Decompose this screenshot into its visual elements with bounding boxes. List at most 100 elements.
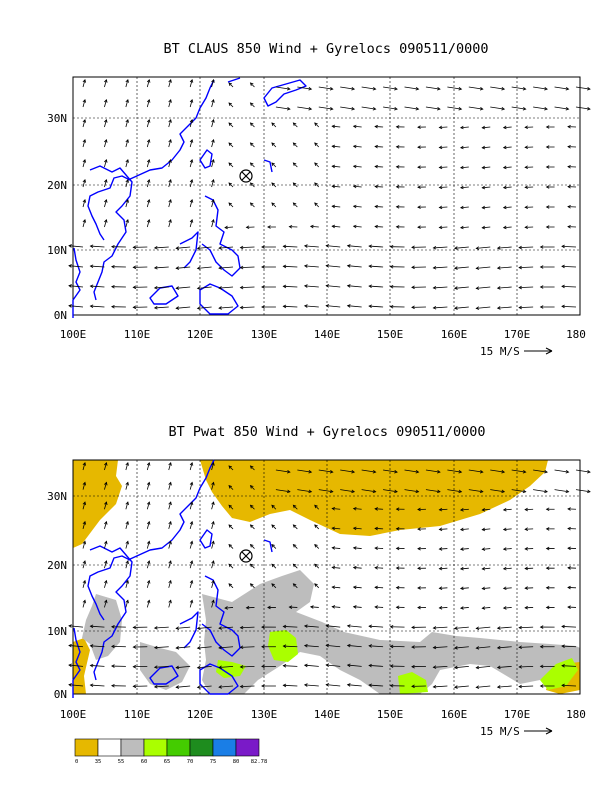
wind-vector: [433, 686, 447, 687]
wind-vector: [283, 666, 297, 667]
wind-vector: [283, 266, 297, 267]
wind-vector: [433, 247, 447, 248]
lat-label-30n: 30N: [47, 490, 67, 503]
reference-vector-label: 15 M/S: [480, 345, 520, 358]
lat-label-0n: 0N: [54, 309, 67, 322]
wind-vector: [562, 626, 576, 627]
wind-vector: [283, 685, 297, 686]
reference-vector-label: 15 M/S: [480, 725, 520, 738]
lon-label-180: 180: [566, 708, 586, 721]
wind-vector: [433, 627, 447, 628]
lon-label-150e: 150E: [377, 708, 404, 721]
lat-labels: 30N 20N 10N 0N: [47, 490, 67, 701]
lon-label-150e: 150E: [377, 328, 404, 341]
wind-vector: [90, 266, 104, 267]
colorbar-label: 80: [233, 759, 240, 765]
wind-vector: [369, 626, 383, 627]
colorbar-label: 82.78: [251, 759, 268, 765]
wind-vector: [240, 287, 254, 288]
lon-label-160e: 160E: [441, 708, 468, 721]
lon-label-120e: 120E: [187, 708, 214, 721]
wind-vector: [155, 627, 169, 628]
lon-label-100e: 100E: [60, 708, 87, 721]
colorbar-swatch: [236, 739, 259, 756]
wind-vector: [240, 247, 254, 248]
lon-label-120e: 120E: [187, 328, 214, 341]
panel-claus-svg: BT CLAUS 850 Wind + Gyrelocs 090511/0000: [0, 0, 612, 380]
colorbar-swatch: [213, 739, 236, 756]
lon-labels: 100E 110E 120E 130E 140E 150E 160E 170E …: [60, 708, 586, 721]
wind-vector: [562, 306, 576, 307]
panel-title: BT Pwat 850 Wind + Gyrelocs 090511/0000: [169, 424, 486, 440]
colorbar-label: 75: [210, 759, 217, 765]
panel-pwat: BT Pwat 850 Wind + Gyrelocs 090511/0000: [0, 380, 612, 792]
wind-vector: [369, 306, 383, 307]
colorbar-swatch: [121, 739, 144, 756]
colorbar-label: 55: [118, 759, 125, 765]
wind-vector: [90, 246, 104, 247]
wind-vector: [155, 267, 169, 268]
lon-labels: 100E 110E 120E 130E 140E 150E 160E 170E …: [60, 328, 586, 341]
coastlines: [73, 78, 306, 318]
wind-vector: [369, 246, 383, 247]
pwat-dry-region-west: [73, 460, 122, 548]
wind-vector: [519, 247, 533, 248]
wind-vector: [90, 665, 104, 666]
wind-vector: [283, 306, 297, 307]
gyre-location-marker: [240, 170, 252, 182]
wind-vectors: [69, 80, 590, 310]
wind-vector: [519, 627, 533, 628]
colorbar-swatch: [167, 739, 190, 756]
colorbar-label: 60: [141, 759, 148, 765]
lat-label-10n: 10N: [47, 244, 67, 257]
wind-vector: [90, 286, 104, 287]
reference-vector: 15 M/S: [480, 725, 552, 738]
gyre-location-marker: [240, 550, 252, 562]
wind-vector: [433, 267, 447, 268]
wind-vector: [433, 287, 447, 288]
wind-vector: [562, 266, 576, 267]
pwat-shading: [73, 460, 580, 694]
wind-vector: [369, 286, 383, 287]
lon-label-130e: 130E: [251, 328, 278, 341]
wind-vector: [90, 685, 104, 686]
lon-label-130e: 130E: [251, 708, 278, 721]
wind-vector: [519, 307, 533, 308]
lon-label-140e: 140E: [314, 328, 341, 341]
map-frame: [73, 77, 580, 315]
wind-vector: [155, 307, 169, 308]
wind-vector: [90, 306, 104, 307]
lon-label-110e: 110E: [124, 708, 151, 721]
lat-label-20n: 20N: [47, 559, 67, 572]
panel-title: BT CLAUS 850 Wind + Gyrelocs 090511/0000: [163, 41, 488, 57]
colorbar-swatch: [98, 739, 121, 756]
lat-label-30n: 30N: [47, 112, 67, 125]
reference-vector: 15 M/S: [480, 345, 552, 358]
colorbar-swatch: [144, 739, 167, 756]
wind-vector: [240, 307, 254, 308]
colorbar-label: 70: [187, 759, 194, 765]
lon-label-170e: 170E: [504, 708, 531, 721]
wind-vector: [283, 246, 297, 247]
pwat-moist-region-central: [202, 570, 580, 694]
wind-vector: [562, 246, 576, 247]
lon-label-160e: 160E: [441, 328, 468, 341]
wind-vector: [519, 287, 533, 288]
lat-label-10n: 10N: [47, 625, 67, 638]
lat-label-0n: 0N: [54, 688, 67, 701]
wind-vector: [562, 286, 576, 287]
pwat-moist-region-strip: [140, 642, 190, 690]
colorbar-label: 0: [75, 759, 78, 765]
panel-pwat-svg: BT Pwat 850 Wind + Gyrelocs 090511/0000: [0, 380, 612, 792]
lat-labels: 30N 20N 10N 0N: [47, 112, 67, 322]
lon-label-110e: 110E: [124, 328, 151, 341]
wind-vector: [369, 266, 383, 267]
colorbar-label: 35: [95, 759, 102, 765]
wind-vector: [433, 307, 447, 308]
colorbar-swatch: [75, 739, 98, 756]
wind-vector: [155, 647, 169, 648]
gridlines: [73, 77, 580, 315]
wind-vector: [155, 287, 169, 288]
wind-vector: [519, 267, 533, 268]
